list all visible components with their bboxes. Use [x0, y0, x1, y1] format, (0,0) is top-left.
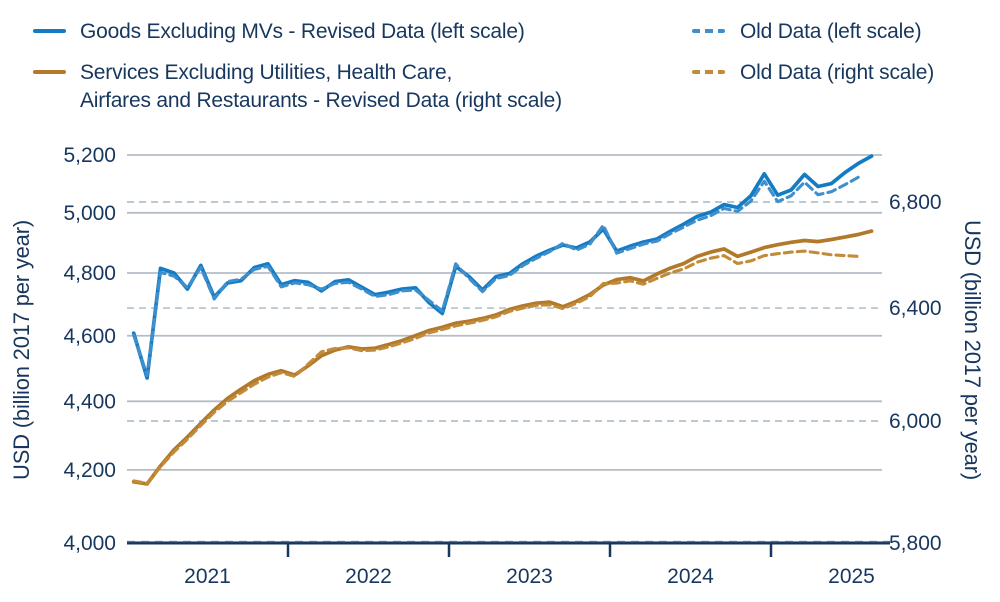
right-tick-label-6400: 6,400 [889, 297, 942, 320]
left-tick-label-4800: 4,800 [63, 262, 116, 285]
legend-label-goods-revised: Goods Excluding MVs - Revised Data (left… [80, 20, 525, 43]
x-tick-label-2023: 2023 [506, 565, 553, 588]
right-tick-label-6800: 6,800 [889, 191, 942, 214]
series-line-2-solid [131, 229, 874, 486]
x-tick-label-2021: 2021 [184, 565, 231, 588]
legend-label-services-old: Old Data (right scale) [740, 61, 935, 84]
left-tick-label-5000: 5,000 [63, 202, 116, 225]
legend-line-services-old-icon [692, 70, 725, 74]
legend-label-services-revised-line1: Services Excluding Utilities, Health Car… [80, 61, 453, 84]
left-tick-label-4200: 4,200 [63, 459, 116, 482]
legend-label-services-revised-line2: Airfares and Restaurants - Revised Data … [80, 89, 562, 112]
right-tick-label-5800: 5,800 [889, 532, 942, 555]
left-tick-label-4600: 4,600 [63, 325, 116, 348]
legend-line-goods-revised-icon [33, 29, 66, 33]
left-tick-label-5200: 5,200 [63, 144, 116, 167]
left-tick-label-4400: 4,400 [63, 390, 116, 413]
left-tick-label-4000: 4,000 [63, 532, 116, 555]
legend-label-goods-old: Old Data (left scale) [740, 20, 922, 43]
legend-line-goods-old-icon [692, 29, 725, 33]
series-line-1-dashed [132, 175, 860, 377]
x-tick-label-2024: 2024 [667, 565, 714, 588]
x-tick-label-2025: 2025 [828, 565, 875, 588]
legend-label-services-revised: Services Excluding Utilities, Health Car… [80, 59, 562, 115]
series-line-0-solid [131, 154, 874, 380]
x-tick-label-2022: 2022 [345, 565, 392, 588]
legend-line-services-revised-icon [33, 70, 66, 74]
series-line-3-dashed [132, 249, 860, 485]
right-tick-label-6000: 6,000 [889, 410, 942, 433]
